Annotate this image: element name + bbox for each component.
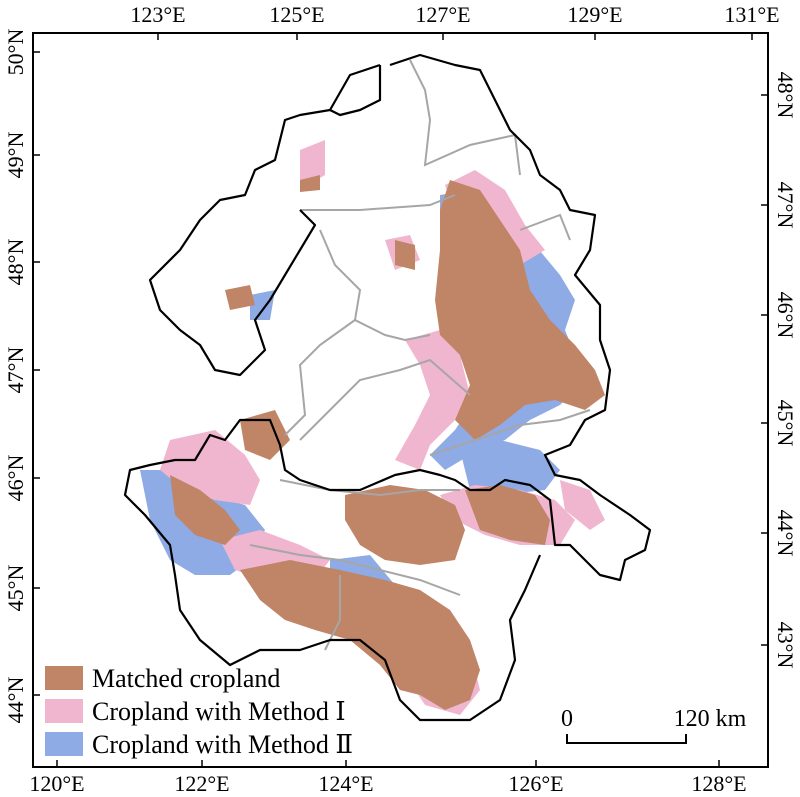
scale-bar-start-label: 0	[561, 706, 573, 732]
legend-label-matched: Matched cropland	[92, 664, 280, 693]
right-tick-labels: 48°N 47°N 46°N 45°N 44°N 43°N	[773, 72, 798, 669]
tick-label-bottom: 126°E	[508, 771, 563, 796]
outer-boundaries	[123, 53, 652, 722]
frame-ticks	[33, 33, 768, 767]
tick-label-bottom: 128°E	[691, 771, 746, 796]
legend-label-method1: Cropland with Method Ⅰ	[92, 697, 346, 726]
tick-label-left: 47°N	[3, 347, 28, 394]
tick-label-top: 129°E	[567, 2, 622, 27]
tick-label-left: 44°N	[3, 677, 28, 724]
tick-label-left: 49°N	[3, 132, 28, 179]
tick-label-left: 50°N	[3, 29, 28, 76]
legend: Matched cropland Cropland with Method Ⅰ …	[45, 664, 353, 759]
legend-swatch-method1	[45, 699, 83, 723]
tick-label-top: 127°E	[415, 2, 470, 27]
scale-bar-end-label: 120 km	[674, 706, 747, 732]
tick-label-left: 48°N	[3, 239, 28, 286]
tick-label-bottom: 120°E	[29, 771, 84, 796]
legend-swatch-method2	[45, 732, 83, 756]
tick-label-top: 123°E	[130, 2, 185, 27]
left-tick-labels: 50°N 49°N 48°N 47°N 46°N 45°N 44°N	[3, 29, 28, 724]
tick-label-right: 43°N	[773, 622, 798, 669]
tick-label-right: 44°N	[773, 510, 798, 557]
tick-label-right: 47°N	[773, 182, 798, 229]
top-tick-labels: 123°E 125°E 127°E 129°E 131°E	[130, 2, 779, 27]
tick-label-top: 125°E	[269, 2, 324, 27]
tick-label-left: 45°N	[3, 565, 28, 612]
legend-label-method2: Cropland with Method Ⅱ	[92, 730, 353, 759]
tick-label-right: 46°N	[773, 292, 798, 339]
tick-label-right: 45°N	[773, 400, 798, 447]
tick-label-bottom: 122°E	[174, 771, 229, 796]
scale-bar: 0 120 km	[561, 706, 747, 744]
legend-swatch-matched	[45, 666, 83, 690]
tick-label-top: 131°E	[724, 2, 779, 27]
tick-label-left: 46°N	[3, 455, 28, 502]
scale-bar-line	[566, 734, 687, 744]
tick-label-bottom: 124°E	[318, 771, 373, 796]
cropland-matched-layer	[170, 175, 605, 710]
tick-label-right: 48°N	[773, 72, 798, 119]
bottom-tick-labels: 120°E 122°E 124°E 126°E 128°E	[29, 771, 746, 796]
